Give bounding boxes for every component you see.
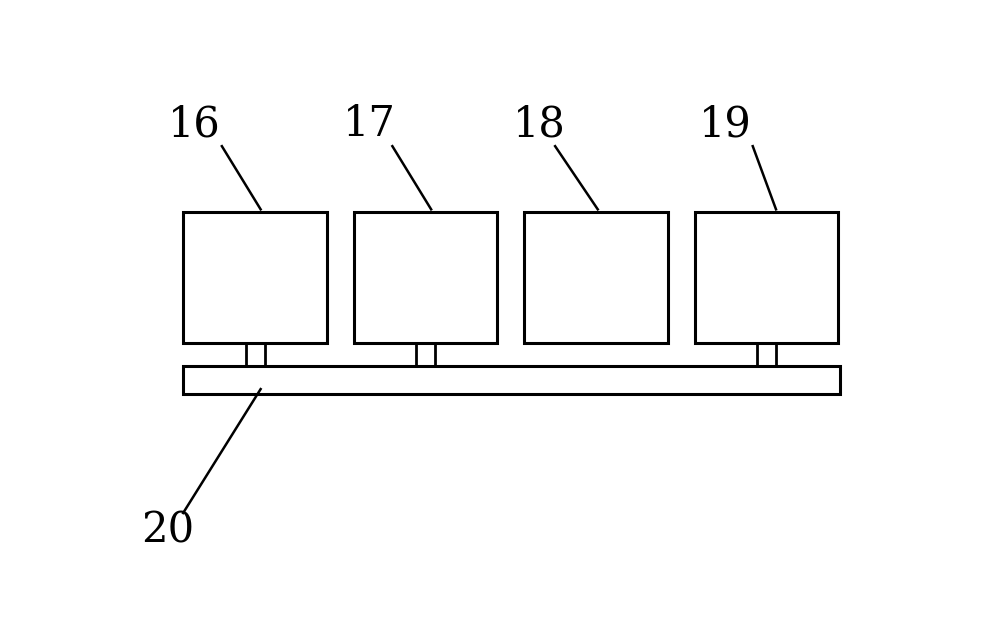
Text: 16: 16 [168,103,221,145]
Text: 20: 20 [141,509,194,551]
Bar [183,366,840,394]
Text: 19: 19 [699,103,752,145]
Text: 17: 17 [343,103,396,145]
Bar [354,212,497,343]
Bar [695,212,838,343]
Bar [416,343,435,375]
Bar [183,212,326,343]
Bar [524,212,668,343]
Bar [246,343,264,375]
Bar [757,343,776,375]
Text: 18: 18 [513,103,566,145]
